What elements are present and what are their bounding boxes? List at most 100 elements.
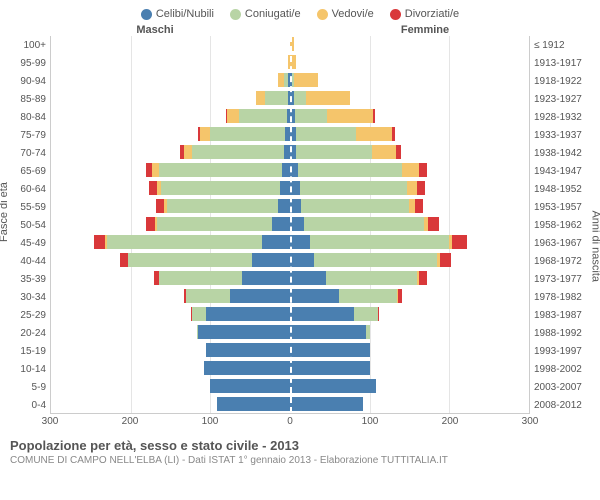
- male-bar: [51, 234, 290, 252]
- male-bar: [51, 144, 290, 162]
- male-bar: [51, 162, 290, 180]
- segment: [159, 163, 282, 177]
- segment: [304, 217, 424, 231]
- age-tick: 15-19: [0, 346, 46, 357]
- segment: [419, 163, 427, 177]
- x-tick: 100: [362, 416, 379, 427]
- birth-tick: 1923-1927: [534, 94, 600, 105]
- birth-tick: 1983-1987: [534, 310, 600, 321]
- segment: [290, 235, 310, 249]
- age-tick: 10-14: [0, 364, 46, 375]
- female-bar: [290, 396, 529, 414]
- birth-tick: 1938-1942: [534, 148, 600, 159]
- legend-label: Vedovi/e: [332, 8, 374, 20]
- age-tick: 100+: [0, 40, 46, 51]
- birth-tick: 1988-1992: [534, 328, 600, 339]
- column-headers: Maschi Femmine: [0, 24, 600, 36]
- segment: [392, 127, 395, 141]
- segment: [396, 145, 401, 159]
- male-bar: [51, 378, 290, 396]
- footer-subtitle: COMUNE DI CAMPO NELL'ELBA (LI) - Dati IS…: [10, 455, 590, 466]
- segment: [296, 127, 356, 141]
- segment: [252, 253, 290, 267]
- segment: [210, 379, 290, 393]
- male-bar: [51, 180, 290, 198]
- female-bar: [290, 234, 529, 252]
- segment: [290, 289, 339, 303]
- male-bar: [51, 342, 290, 360]
- segment: [378, 307, 380, 321]
- female-bar: [290, 216, 529, 234]
- x-tick: 300: [42, 416, 59, 427]
- age-tick: 95-99: [0, 58, 46, 69]
- segment: [242, 271, 290, 285]
- male-bar: [51, 36, 290, 54]
- segment: [94, 235, 105, 249]
- segment: [167, 199, 279, 213]
- segment: [239, 109, 287, 123]
- segment: [278, 199, 290, 213]
- bars-area: [50, 36, 530, 414]
- age-tick: 40-44: [0, 256, 46, 267]
- age-tick: 30-34: [0, 292, 46, 303]
- legend-item: Vedovi/e: [317, 8, 374, 20]
- segment: [157, 217, 273, 231]
- segment: [290, 307, 354, 321]
- female-bar: [290, 378, 529, 396]
- segment: [206, 307, 290, 321]
- legend-label: Celibi/Nubili: [156, 8, 214, 20]
- segment: [290, 379, 376, 393]
- segment: [310, 235, 449, 249]
- age-tick: 5-9: [0, 382, 46, 393]
- segment: [290, 325, 366, 339]
- legend: Celibi/NubiliConiugati/eVedovi/eDivorzia…: [0, 0, 600, 24]
- female-bar: [290, 144, 529, 162]
- segment: [184, 145, 192, 159]
- segment: [107, 235, 262, 249]
- male-bar: [51, 72, 290, 90]
- birth-tick: 1943-1947: [534, 166, 600, 177]
- segment: [262, 235, 290, 249]
- female-bar: [290, 288, 529, 306]
- segment: [417, 181, 425, 195]
- female-bar: [290, 90, 529, 108]
- segment: [217, 397, 290, 411]
- segment: [300, 181, 408, 195]
- male-bar: [51, 108, 290, 126]
- segment: [415, 199, 423, 213]
- segment: [295, 109, 327, 123]
- segment: [204, 361, 290, 375]
- segment: [149, 181, 157, 195]
- birth-tick: 2008-2012: [534, 400, 600, 411]
- birth-tick: 1913-1917: [534, 58, 600, 69]
- segment: [326, 271, 418, 285]
- male-bar: [51, 252, 290, 270]
- segment: [192, 307, 206, 321]
- legend-label: Divorziati/e: [405, 8, 459, 20]
- plot-area: Fasce di età Anni di nascita 100+95-9990…: [0, 36, 600, 414]
- segment: [186, 289, 230, 303]
- male-bar: [51, 324, 290, 342]
- male-bar: [51, 288, 290, 306]
- female-bar: [290, 162, 529, 180]
- x-tick: 200: [122, 416, 139, 427]
- segment: [372, 145, 396, 159]
- segment: [290, 343, 370, 357]
- female-bar: [290, 342, 529, 360]
- segment: [301, 199, 409, 213]
- segment: [306, 91, 350, 105]
- segment: [290, 217, 304, 231]
- legend-item: Celibi/Nubili: [141, 8, 214, 20]
- segment: [282, 163, 290, 177]
- segment: [256, 91, 266, 105]
- segment: [290, 361, 370, 375]
- age-tick: 80-84: [0, 112, 46, 123]
- x-axis: 3002001000100200300: [0, 414, 600, 430]
- segment: [298, 163, 402, 177]
- male-bar: [51, 360, 290, 378]
- x-tick: 300: [522, 416, 539, 427]
- segment: [366, 325, 370, 339]
- segment: [159, 271, 243, 285]
- segment: [198, 325, 290, 339]
- segment: [373, 109, 375, 123]
